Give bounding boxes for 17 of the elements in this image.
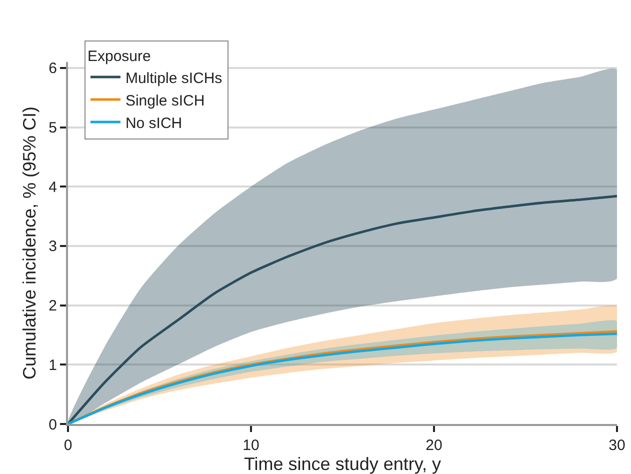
legend-title: Exposure (87, 48, 151, 65)
x-tick-label: 10 (242, 437, 260, 454)
x-axis-title: Time since study entry, y (244, 454, 442, 474)
y-tick-label: 3 (48, 238, 57, 256)
x-tick-label: 30 (608, 437, 626, 454)
legend-label: No sICH (125, 114, 182, 132)
y-tick-label: 0 (48, 416, 57, 434)
y-tick-label: 2 (48, 298, 57, 315)
y-axis-title: Cumulative incidence, % (95% CI) (19, 106, 40, 380)
legend-label: Single sICH (125, 92, 205, 110)
y-tick-label: 4 (48, 178, 57, 196)
x-tick-label: 20 (426, 437, 442, 454)
legend-label: Multiple sICHs (125, 70, 222, 87)
x-tick-label: 0 (64, 437, 72, 454)
y-tick-label: 1 (48, 356, 57, 374)
y-tick-label: 5 (48, 120, 57, 137)
y-tick-label: 6 (48, 60, 57, 78)
